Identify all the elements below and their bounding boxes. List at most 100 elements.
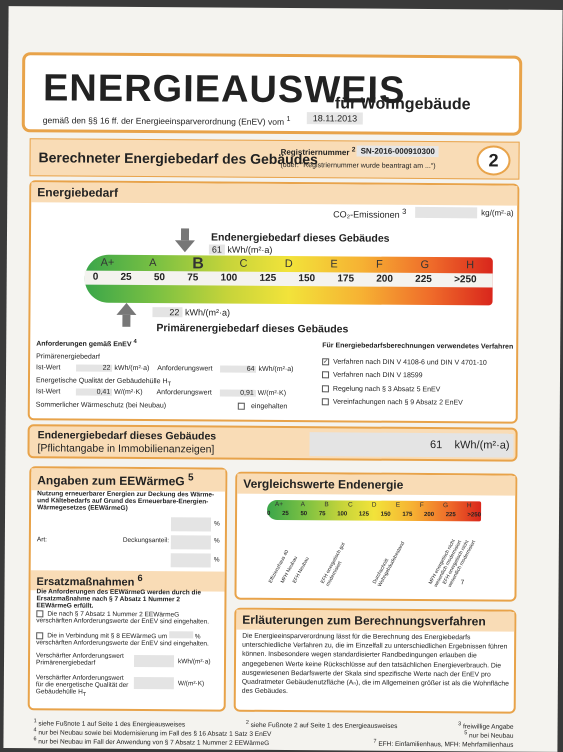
- explanation-title: Erläuterungen zum Berechnungsverfahren: [236, 609, 515, 632]
- comparison-class-5: E: [395, 501, 401, 509]
- registration-label: Registriernummer 2: [280, 146, 356, 158]
- efficiency-class-6: F: [376, 258, 383, 271]
- page-number: 2: [476, 145, 511, 176]
- ersatz-description: Die Anforderungen des EEWärmeG werden du…: [36, 588, 201, 610]
- primary-energy-arrow-icon: [116, 302, 137, 327]
- eewaermeg-box: Angaben zum EEWärmeG 5 Nutzung erneuerba…: [27, 466, 228, 712]
- comparison-tick-10: >250: [467, 512, 481, 519]
- end-energy-label: Endenergiebedarf dieses Gebäudes: [210, 231, 390, 245]
- summer-protection-checkbox[interactable]: [238, 402, 246, 410]
- regulation-date: 18.11.2013: [306, 112, 364, 125]
- method-checkbox-0[interactable]: ✓: [322, 358, 330, 366]
- eewaermeg-field-3: [170, 553, 211, 568]
- comparison-label-3: EFH energetisch gut modernisiert: [319, 541, 347, 588]
- page-subtitle: für Wohngebäude: [334, 95, 471, 114]
- art-label: Art:: [36, 536, 48, 544]
- energy-demand-title: Energiebedarf: [31, 182, 518, 206]
- co2-value-field: [415, 206, 478, 219]
- header-box: ENERGIEAUSWEIS für Wohngebäude gemäß den…: [21, 52, 523, 136]
- scale-tick-7: 175: [337, 273, 355, 285]
- comparison-tick-7: 175: [402, 511, 413, 518]
- primary-ist-row: Ist-Wert 22 kWh/(m²·a) Anforderungswert …: [36, 364, 294, 374]
- stricter-primary-field: [133, 654, 175, 668]
- percent-sign-2: %: [213, 537, 220, 545]
- co2-label: CO₂-Emissionen 3: [333, 206, 407, 220]
- scale-tick-0: 0: [92, 271, 99, 283]
- comparison-tick-8: 200: [424, 511, 435, 519]
- comparison-class-7: G: [442, 502, 449, 510]
- primary-energy-label: Primärenergiebedarf dieses Gebäudes: [156, 322, 349, 336]
- registration-number: SN-2016-000910300: [356, 145, 439, 158]
- scale-tick-8: 200: [376, 273, 393, 285]
- comparison-labels: Effizienzhaus 40 MFH Neubau EFH Neubau EFH …: [267, 526, 481, 589]
- comparison-tick-5: 125: [358, 511, 369, 518]
- percent-sign-3: %: [213, 556, 220, 564]
- ersatz-option-2: Die in Verbindung mit § 8 EEWärmeG um % …: [36, 631, 209, 648]
- ersatz-option-1-checkbox[interactable]: [36, 610, 44, 618]
- method-checkbox-1[interactable]: [322, 371, 330, 379]
- efficiency-class-2: B: [192, 255, 204, 273]
- requirements-title: Anforderungen gemäß EnEV 4: [36, 338, 137, 349]
- eewaermeg-field-2: [170, 535, 211, 550]
- envelope-quality-heading: Energetische Qualität der Gebäudehülle H…: [35, 377, 172, 388]
- method-checkbox-3[interactable]: [321, 398, 329, 406]
- comparison-footnote: 7: [460, 579, 465, 587]
- end-energy-summary-subtitle: [Pflichtangabe in Immobilienanzeigen]: [37, 442, 215, 456]
- eewaermeg-field-1: [170, 517, 212, 532]
- method-item-2: Regelung nach § 3 Absatz 5 EnEV: [321, 384, 487, 394]
- co2-unit: kg/(m²·a): [481, 208, 514, 218]
- scale-tick-5: 125: [259, 272, 277, 284]
- method-label-2: Regelung nach § 3 Absatz 5 EnEV: [332, 385, 441, 394]
- method-label-0: Verfahren nach DIN V 4108-6 und DIN V 47…: [333, 358, 487, 367]
- method-item-1: Verfahren nach DIN V 18599: [322, 371, 487, 380]
- registration-note: (oder: "Registriernummer wurde beantragt…: [280, 161, 436, 171]
- efficiency-class-3: C: [239, 257, 248, 270]
- scale-tick-2: 50: [153, 272, 166, 284]
- methods-list: ✓ Verfahren nach DIN V 4108-6 und DIN V 4…: [321, 358, 487, 413]
- comparison-class-4: D: [371, 501, 377, 509]
- methods-title: Für Energiebedarfsberechnungen verwendet…: [322, 342, 514, 351]
- comparison-class-1: A: [300, 501, 305, 509]
- end-energy-arrow-icon: [174, 228, 195, 253]
- comparison-class-6: F: [419, 501, 424, 509]
- scale-tick-1: 25: [120, 271, 132, 283]
- stricter-envelope-unit: W/(m²·K): [177, 680, 205, 688]
- comparison-tick-2: 50: [300, 511, 308, 518]
- comparison-tick-0: 0: [267, 510, 271, 517]
- footnote-3: 3 freiwillige Angabe: [458, 721, 514, 731]
- efficiency-class-row: A+ A B C D E F G H: [85, 255, 493, 274]
- comparison-class-8: H: [466, 502, 472, 510]
- end-energy-summary-box: Endenergiebedarf dieses Gebäudes [Pflich…: [27, 424, 518, 462]
- explanation-box: Erläuterungen zum Berechnungsverfahren D…: [233, 607, 517, 714]
- eewaermeg-title: Angaben zum EEWärmeG 5: [31, 468, 226, 492]
- envelope-quality-row: Ist-Wert 0,41 W/(m²·K) Anforderungswert …: [35, 388, 287, 398]
- comparison-tick-4: 100: [337, 511, 348, 518]
- efficiency-class-5: E: [330, 258, 338, 271]
- footnotes: 1 siehe Fußnote 1 auf Seite 1 des Energi…: [33, 718, 513, 749]
- scale-tick-6: 150: [298, 273, 316, 285]
- method-label-3: Vereinfachungen nach § 9 Absatz 2 EnEV: [332, 398, 463, 407]
- comparison-class-2: B: [324, 501, 329, 509]
- stricter-primary-label: Verschärfter Anforderungswert Primärener…: [35, 652, 124, 667]
- scale-tick-10: >250: [454, 274, 477, 286]
- stricter-envelope-label: Verschärfter Anforderungswert für die en…: [35, 674, 129, 698]
- comparison-tick-1: 25: [282, 510, 289, 518]
- comparison-label-4: Durchschnitt Wohngebäudebestand: [371, 540, 406, 588]
- primary-demand-heading: Primärenergiebedarf: [36, 353, 100, 361]
- method-checkbox-2[interactable]: [321, 384, 329, 393]
- end-energy-summary-value: 61 kWh/(m²·a): [309, 432, 514, 458]
- share-label: Deckungsanteil:: [122, 536, 170, 545]
- comparison-tick-6: 150: [380, 511, 391, 518]
- section-title-bar: Berechneter Energiebedarf des Gebäudes R…: [29, 138, 520, 180]
- comparison-tick-9: 225: [445, 512, 456, 519]
- method-item-3: Vereinfachungen nach § 9 Absatz 2 EnEV: [321, 398, 487, 407]
- comparison-class-row: A+ A B C D E F G H: [267, 501, 481, 511]
- legal-basis: gemäß den §§ 16 ff. der Energieeinsparve…: [42, 115, 291, 127]
- comparison-class-0: A+: [274, 500, 284, 509]
- ersatz-option-2-checkbox[interactable]: [36, 632, 44, 640]
- summer-protection-row: Sommerlicher Wärmeschutz (bei Neubau) ei…: [35, 401, 288, 411]
- section-title: Berechneter Energiebedarf des Gebäudes: [38, 149, 318, 168]
- scale-tick-3: 75: [187, 272, 199, 284]
- method-label-1: Verfahren nach DIN V 18599: [333, 372, 423, 380]
- efficiency-class-1: A: [149, 257, 157, 270]
